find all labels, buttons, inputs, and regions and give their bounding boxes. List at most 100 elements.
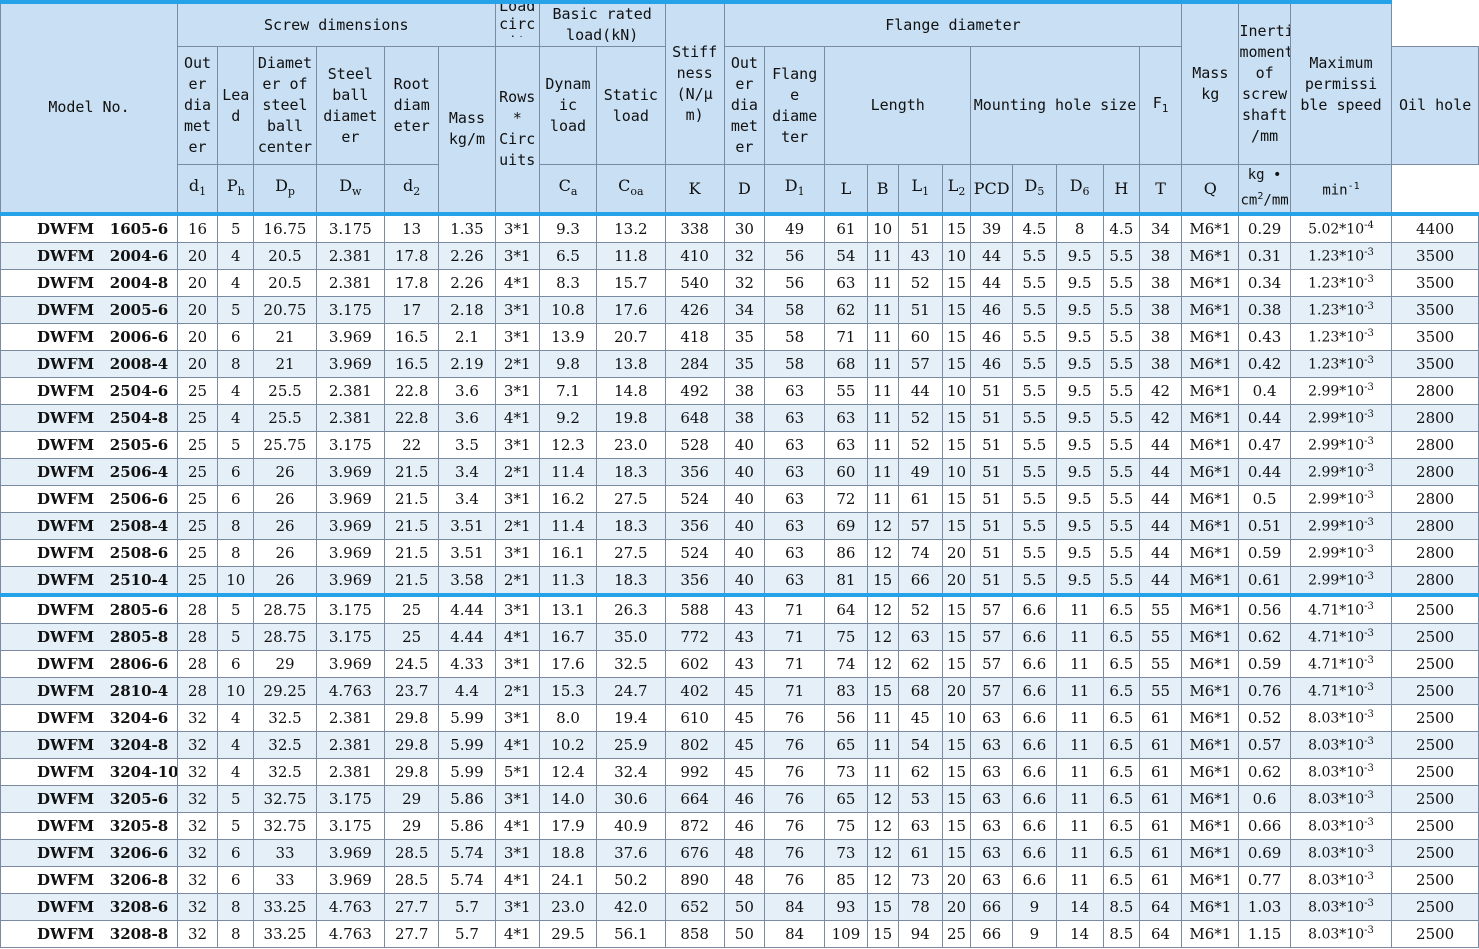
outer-diameter-cell: 32 [176,757,219,786]
max-speed-cell: 2500 [1391,676,1479,705]
length-l2-cell: 15 [941,295,972,324]
flange-diameter-cell: 71 [764,622,826,651]
outer-diameter-cell: 28 [176,592,219,624]
pcd-cell: 66 [970,919,1014,948]
max-speed-cell: 2800 [1391,430,1479,459]
length-l2-cell: 25 [941,919,972,948]
lead-cell: 6 [217,865,255,894]
dynamic-load-cell: 23.0 [538,892,598,921]
root-diameter-cell: 17 [384,295,440,324]
max-speed-cell: 2800 [1391,403,1479,432]
header-ball-diameter: Steel ball diamet er [315,46,386,165]
mass-kg-cell: 0.5 [1238,484,1291,513]
mass-per-m-cell: 3.5 [438,430,496,459]
length-l-cell: 65 [824,730,868,759]
length-b-cell: 12 [866,592,899,624]
model-cell: DWFM 2508-4 [0,511,178,540]
header-screw-dimensions: Screw dimensions [176,0,496,47]
dynamic-load-cell: 16.2 [538,484,598,513]
static-load-cell: 18.3 [596,457,666,486]
dynamic-load-cell: 12.4 [538,757,598,786]
flange-diameter-cell: 71 [764,592,826,624]
d6-cell: 9.5 [1055,376,1104,405]
model-cell: DWFM 2505-6 [0,430,178,459]
symbol-b: B [866,163,899,215]
h-cell: 6.5 [1102,838,1140,867]
max-speed-cell: 3500 [1391,268,1479,297]
pitch-diameter-cell: 16.75 [253,211,317,243]
stiffness-cell: 426 [664,295,725,324]
length-l-cell: 83 [824,676,868,705]
d6-cell: 9.5 [1055,268,1104,297]
lead-cell: 5 [217,430,255,459]
inertia-cell: 2.99*10-3 [1289,376,1393,405]
static-load-cell: 56.1 [596,919,666,948]
pcd-cell: 46 [970,322,1014,351]
header-lead: Lea d [217,46,255,165]
length-l-cell: 73 [824,838,868,867]
stiffness-cell: 356 [664,457,725,486]
dynamic-load-cell: 7.1 [538,376,598,405]
f1-cell: 38 [1138,268,1183,297]
model-cell: DWFM 2806-6 [0,649,178,678]
lead-cell: 5 [217,622,255,651]
table-row: DWFM 2004-8 20 4 20.5 2.381 17.8 2.26 4*1 8.3 15.… [0,268,1479,297]
root-diameter-cell: 22 [384,430,440,459]
d6-cell: 9.5 [1055,322,1104,351]
symbol-coa: Coa [596,163,666,215]
nut-outer-diameter-cell: 48 [723,838,766,867]
pitch-diameter-cell: 32.75 [253,811,317,840]
length-b-cell: 12 [866,784,899,813]
nut-outer-diameter-cell: 38 [723,376,766,405]
lead-cell: 4 [217,403,255,432]
mass-per-m-cell: 4.33 [438,649,496,678]
static-load-cell: 15.7 [596,268,666,297]
d6-cell: 11 [1055,592,1104,624]
ball-diameter-cell: 2.381 [315,403,386,432]
f1-cell: 61 [1138,838,1183,867]
mass-kg-cell: 0.56 [1238,592,1291,624]
mass-kg-cell: 0.29 [1238,211,1291,243]
dynamic-load-cell: 17.9 [538,811,598,840]
oil-hole-cell: M6*1 [1181,919,1240,948]
table-row: DWFM 2510-4 25 10 26 3.969 21.5 3.58 2*1 11.3 18.… [0,565,1479,596]
length-l1-cell: 51 [897,295,943,324]
rows-circuits-cell: 4*1 [494,730,540,759]
model-cell: DWFM 3205-6 [0,784,178,813]
pitch-diameter-cell: 32.5 [253,703,317,732]
ball-diameter-cell: 2.381 [315,730,386,759]
d5-cell: 6.6 [1012,838,1057,867]
mass-kg-cell: 0.66 [1238,811,1291,840]
h-cell: 6.5 [1102,784,1140,813]
lead-cell: 6 [217,457,255,486]
symbol-d6: D6 [1055,163,1104,215]
d6-cell: 11 [1055,622,1104,651]
max-speed-cell: 4400 [1391,211,1479,243]
max-speed-cell: 3500 [1391,241,1479,270]
flange-diameter-cell: 84 [764,892,826,921]
mass-kg-cell: 0.59 [1238,538,1291,567]
f1-cell: 61 [1138,703,1183,732]
d6-cell: 9.5 [1055,295,1104,324]
symbol-k: K [664,163,725,215]
static-load-cell: 18.3 [596,511,666,540]
length-l2-cell: 15 [941,838,972,867]
inertia-cell: 5.02*10-4 [1289,211,1393,243]
header-flange-dia: Flang e diame ter [764,46,826,165]
root-diameter-cell: 21.5 [384,457,440,486]
mass-per-m-cell: 2.26 [438,268,496,297]
inertia-cell: 2.99*10-3 [1289,457,1393,486]
max-speed-cell: 2800 [1391,511,1479,540]
lead-cell: 4 [217,268,255,297]
lead-cell: 5 [217,211,255,243]
static-load-cell: 13.2 [596,211,666,243]
header-mounting-hole-size: Mounting hole size [970,46,1140,165]
static-load-cell: 30.6 [596,784,666,813]
rows-circuits-cell: 3*1 [494,649,540,678]
d5-cell: 6.6 [1012,592,1057,624]
outer-diameter-cell: 20 [176,295,219,324]
h-cell: 5.5 [1102,403,1140,432]
model-cell: DWFM 2810-4 [0,676,178,705]
outer-diameter-cell: 20 [176,268,219,297]
flange-diameter-cell: 71 [764,649,826,678]
